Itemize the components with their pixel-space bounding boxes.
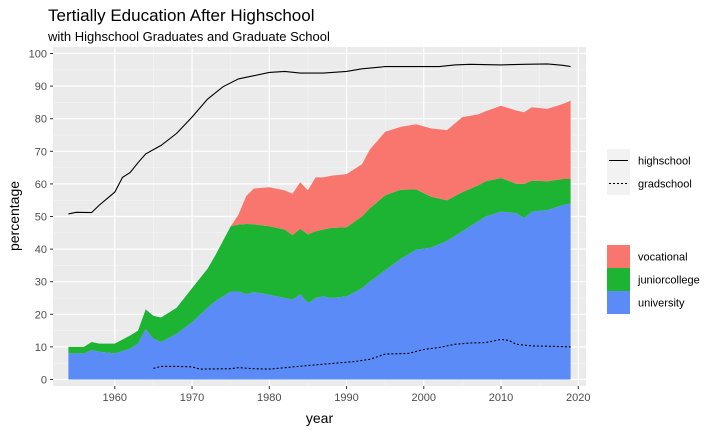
y-tick-label: 100 xyxy=(29,49,47,61)
x-tick-label: 1980 xyxy=(257,392,281,404)
legend-label-juniorcollege: juniorcollege xyxy=(637,275,700,287)
legend-fill: vocational juniorcollege university xyxy=(607,245,700,314)
chart-subtitle: with Highschool Graduates and Graduate S… xyxy=(48,29,330,44)
y-tick-label: 40 xyxy=(35,244,47,256)
line-gradschool xyxy=(153,338,571,370)
x-tick-label: 1960 xyxy=(103,392,127,404)
x-tick-label: 1990 xyxy=(334,392,358,404)
area-university xyxy=(68,203,571,380)
legend-swatch-university xyxy=(607,291,630,314)
legend-swatch-juniorcollege xyxy=(607,268,630,291)
x-tick-label: 2000 xyxy=(412,392,436,404)
area-vocational xyxy=(68,100,571,347)
legend-label-university: university xyxy=(638,298,685,310)
y-tick-label: 20 xyxy=(35,309,47,321)
legend-label-gradschool: gradschool xyxy=(638,179,692,191)
y-tick-label: 30 xyxy=(35,277,47,289)
x-tick-label: 1970 xyxy=(180,392,204,404)
x-axis-label: year xyxy=(306,410,334,426)
y-tick-label: 80 xyxy=(35,114,47,126)
axes-layer: 1960 1970 1980 1990 2000 2010 2020 0 10 20 30 40 50 6… xyxy=(29,49,591,404)
y-tick-label: 60 xyxy=(35,179,47,191)
chart-title: Tertially Education After Highschool xyxy=(48,6,315,25)
line-highschool xyxy=(68,63,571,215)
y-axis-label: percentage xyxy=(6,181,22,251)
y-tick-label: 50 xyxy=(35,212,47,224)
y-tick-label: 10 xyxy=(35,342,47,354)
area-juniorcollege xyxy=(68,178,571,354)
y-tick-label: 0 xyxy=(41,374,47,386)
area-layer xyxy=(68,100,571,380)
legend-swatch-vocational xyxy=(607,245,630,268)
legend-lines: highschool gradschool xyxy=(607,149,692,195)
y-tick-label: 90 xyxy=(35,81,47,93)
line-layer xyxy=(68,63,571,370)
y-tick-label: 70 xyxy=(35,146,47,158)
x-tick-label: 2010 xyxy=(489,392,513,404)
x-tick-label: 2020 xyxy=(566,392,590,404)
legend-label-highschool: highschool xyxy=(638,156,691,168)
legend-label-vocational: vocational xyxy=(638,252,688,264)
